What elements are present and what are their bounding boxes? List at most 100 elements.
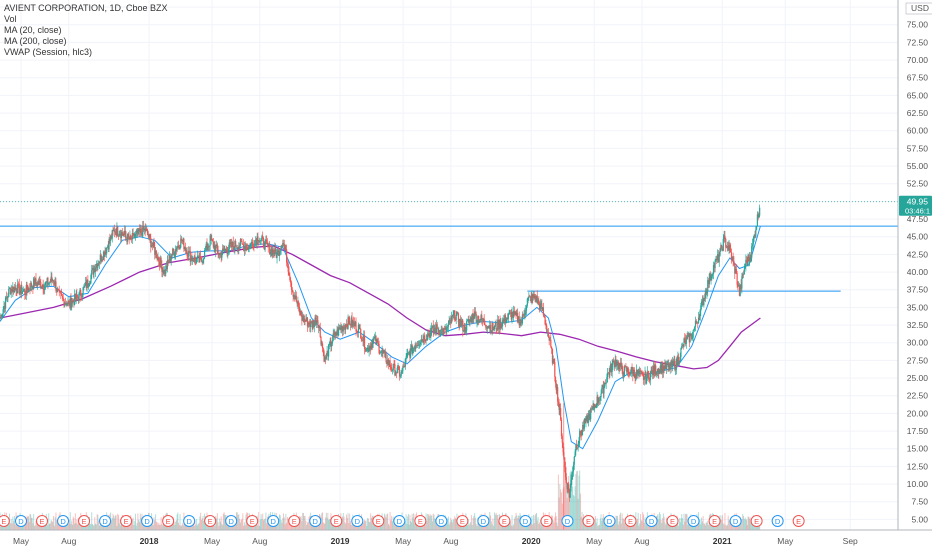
candle-body [169,255,171,263]
legend-ma20[interactable]: MA (20, close) [4,25,62,35]
volume-bar [387,523,389,530]
volume-bar [341,519,343,530]
candle-body [289,275,291,281]
volume-bar [492,518,494,530]
volume-bar [190,523,192,530]
legend-vol[interactable]: Vol [4,14,17,24]
currency-label: USD [911,3,929,13]
volume-bar [564,463,566,530]
volume-bar [343,516,345,530]
candle-body [576,445,578,449]
candle-body [94,268,96,272]
volume-bar [560,489,562,530]
volume-bar [280,520,282,530]
volume-bar [245,514,247,530]
candle-body [225,248,227,251]
candle-body [334,331,337,336]
candle-body [17,283,20,285]
candle-body [465,330,467,332]
legend-ma200[interactable]: MA (200, close) [4,36,67,46]
volume-bar [178,522,180,530]
candle-body [622,370,624,376]
candle-body [623,375,625,377]
volume-bar [291,524,293,530]
volume-bar [595,522,597,530]
candle-body [134,233,137,237]
volume-bar [554,517,556,530]
price-axis[interactable]: USD75.0072.5070.0067.5065.0062.5060.0057… [897,0,932,550]
candle-body [693,328,695,331]
candle-body [379,353,381,354]
candle-body [475,313,477,322]
price-tick-label: 65.00 [907,90,929,100]
candle-body [517,313,519,323]
candle-body [277,250,279,253]
volume-bar [238,514,240,530]
candle-body [504,315,506,322]
candle-body [167,260,169,263]
candle-body [578,440,580,444]
candle-body [26,284,28,291]
candle-body [378,343,380,354]
volume-bar [721,515,723,530]
legend-vwap[interactable]: VWAP (Session, hlc3) [4,47,93,57]
volume-bar [184,521,186,530]
volume-bar [321,513,323,530]
candle-body [252,243,254,247]
volume-bar [498,521,500,530]
candle-body [646,371,648,378]
volume-bar [457,523,459,530]
candle-body [624,366,626,368]
volume-bar [23,524,25,530]
candle-body [448,320,450,324]
volume-bar [594,516,596,530]
volume-bar [299,517,301,530]
candle-body [613,362,616,368]
candle-body [302,315,305,322]
candle-body [636,369,638,375]
volume-bar [539,520,541,530]
earnings-marker [36,515,49,527]
candle-body [422,340,424,343]
volume-bar [38,525,40,530]
candle-body [746,262,748,266]
volume-bar [691,525,693,530]
event-label: D [18,517,24,526]
candle-body [355,321,357,331]
earnings-marker [372,515,385,527]
volume-bar [490,521,492,530]
volume-bar [688,521,690,530]
candle-body [414,347,416,349]
candle-body [374,335,376,338]
horizontal-lines[interactable] [0,201,898,292]
candle-body [625,366,627,368]
volume-bar [742,513,744,530]
candle-body [505,322,507,324]
candle-body [175,249,177,251]
volume-bar [695,524,697,530]
candle-body [142,225,144,237]
candle-body [423,335,425,343]
candle-body [1,313,3,318]
candle-body [254,239,257,241]
volume-bar [169,525,171,530]
candle-body [297,301,299,304]
volume-bar [387,513,389,530]
candle-body [489,325,491,329]
time-axis[interactable]: May Aug 2018 May Aug 2019 May Aug 2020 May Aug 2021… [0,529,932,550]
candle-body [571,474,573,480]
legend-title[interactable]: AVIENT CORPORATION, 1D, Cboe BZX [4,3,168,13]
candle-body [165,265,167,274]
candle-body [707,280,710,285]
volume-bar [394,523,396,530]
event-label: D [397,517,403,526]
candle-body [481,319,484,321]
candle-body [162,269,165,274]
volume-bar [53,525,55,530]
candle-body [554,362,556,377]
volume-bar [521,525,523,530]
candle-body [503,319,505,322]
candle-body [172,248,175,252]
